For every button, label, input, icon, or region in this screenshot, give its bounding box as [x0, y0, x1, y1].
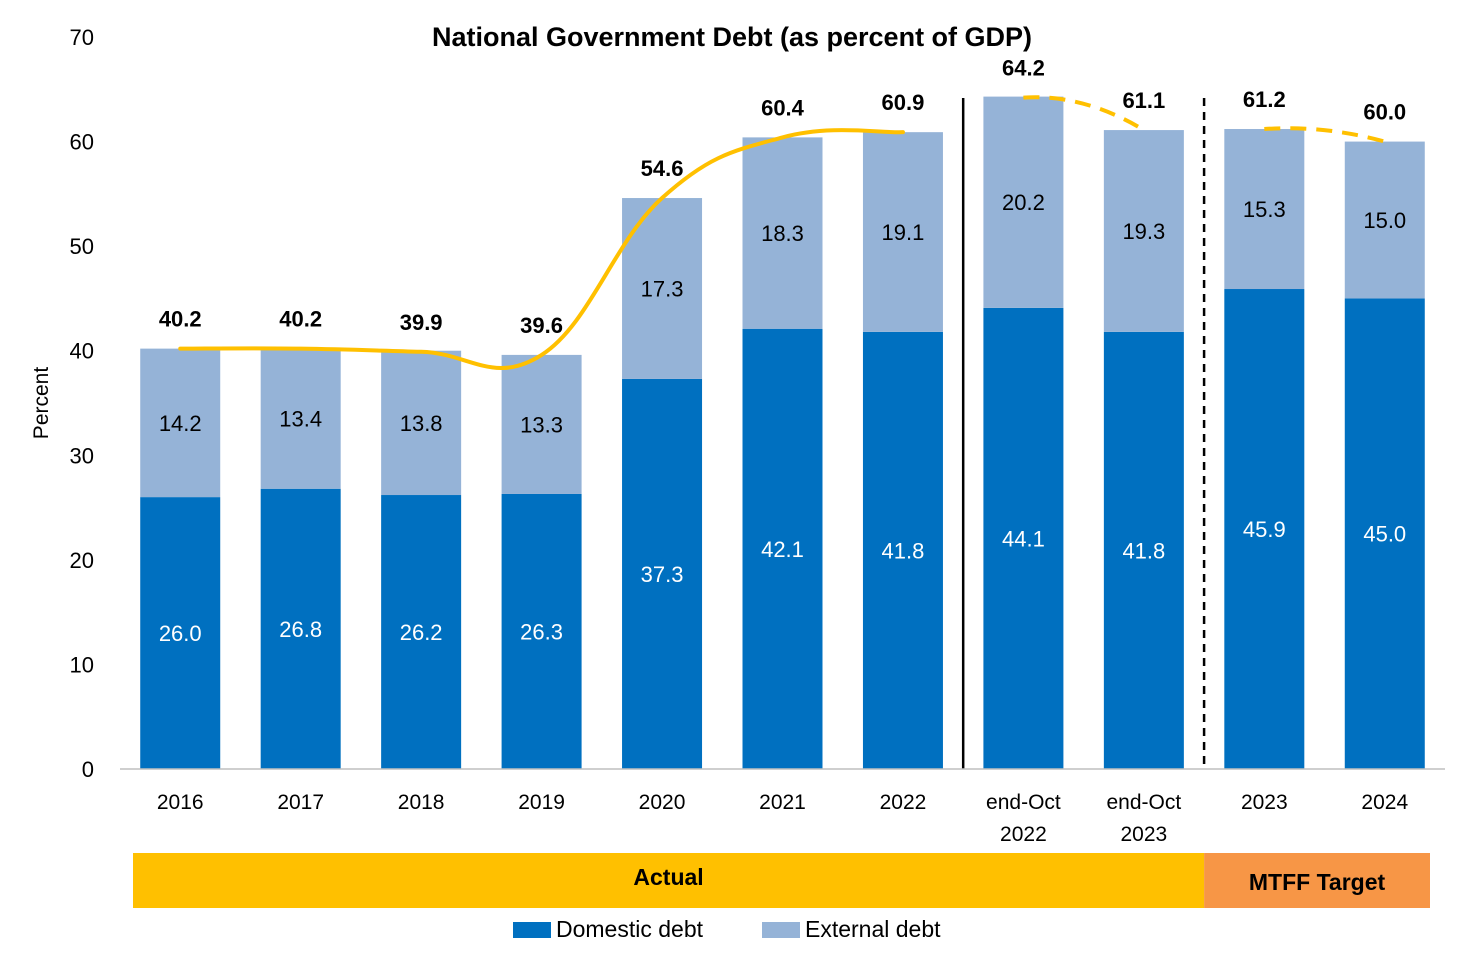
label-total: 40.2 [159, 307, 202, 332]
y-tick-label: 50 [70, 234, 94, 259]
label-domestic: 26.2 [400, 620, 443, 645]
x-tick-label: 2020 [639, 791, 686, 814]
label-domestic: 41.8 [882, 538, 925, 563]
y-tick-label: 40 [70, 339, 94, 364]
trend-line-actual [178, 128, 905, 371]
bar-domestic [983, 307, 1064, 769]
y-tick-label: 30 [70, 443, 94, 468]
y-tick-label: 60 [70, 130, 94, 155]
legend-swatch [762, 922, 800, 938]
period-bands: Actual MTFF Target [133, 853, 1430, 908]
y-axis-label: Percent [30, 367, 53, 440]
legend-swatch [513, 922, 551, 938]
bar-domestic [260, 488, 341, 769]
bar-external [140, 348, 221, 498]
x-tick-label: 2017 [277, 791, 324, 814]
bars [140, 96, 1425, 769]
label-external: 15.0 [1363, 208, 1406, 233]
x-axis: 2016 2017 2018 2019 2020 2021 2022 end-Oct 2022 e… [120, 768, 1445, 846]
y-tick-label: 0 [82, 757, 94, 782]
bar-external [1224, 129, 1305, 290]
x-tick-label: 2019 [518, 791, 565, 814]
bar-domestic [1344, 298, 1425, 769]
x-tick-label: 2018 [398, 791, 445, 814]
trend-line-dashed [1264, 126, 1386, 144]
x-tick-label: 2022 [880, 791, 927, 814]
bar-domestic [501, 493, 582, 769]
legend-label: External debt [805, 916, 941, 942]
y-axis: 0 10 20 30 40 50 60 70 [70, 25, 94, 782]
label-external: 19.1 [882, 220, 925, 245]
label-total: 61.2 [1243, 87, 1286, 112]
band-actual [133, 853, 1205, 908]
label-domestic: 26.8 [279, 617, 322, 642]
y-tick-label: 70 [70, 25, 94, 50]
x-tick-label: 2023 [1121, 823, 1168, 846]
x-tick-label: 2022 [1000, 823, 1047, 846]
bar-external [1103, 130, 1184, 332]
bar-domestic [381, 495, 462, 769]
label-domestic: 42.1 [761, 537, 804, 562]
bar-domestic [742, 328, 823, 769]
label-total: 39.9 [400, 310, 443, 335]
label-total: 54.6 [641, 156, 684, 181]
label-external: 14.2 [159, 411, 202, 436]
label-domestic: 45.0 [1363, 522, 1406, 547]
y-tick-label: 10 [70, 652, 94, 677]
data-labels: 26.0 14.2 40.2 26.8 13.4 40.2 26.2 13.8 39.9 26.3… [159, 56, 1406, 646]
label-external: 15.3 [1243, 197, 1286, 222]
x-tick-label: 2024 [1361, 791, 1408, 814]
label-domestic: 26.3 [520, 619, 563, 644]
band-label: Actual [633, 864, 703, 890]
separators [961, 98, 1206, 769]
label-total: 60.4 [761, 95, 805, 120]
bar-external [501, 354, 582, 494]
bar-domestic [1103, 331, 1184, 769]
label-total: 60.0 [1363, 100, 1406, 125]
chart-title: National Government Debt (as percent of … [432, 22, 1032, 52]
label-external: 20.2 [1002, 190, 1045, 215]
y-tick-label: 20 [70, 548, 94, 573]
label-domestic: 26.0 [159, 621, 202, 646]
band-label: MTFF Target [1249, 869, 1386, 895]
trend-line-dashed [1023, 95, 1145, 132]
bar-domestic [862, 331, 943, 769]
bar-external [862, 132, 943, 332]
label-total: 61.1 [1122, 88, 1165, 113]
label-total: 39.6 [520, 313, 563, 338]
label-domestic: 44.1 [1002, 526, 1045, 551]
label-external: 13.3 [520, 412, 563, 437]
label-domestic: 41.8 [1122, 538, 1165, 563]
x-tick-label: end-Oct [986, 791, 1061, 814]
bar-external [1344, 141, 1425, 299]
x-tick-label: 2023 [1241, 791, 1288, 814]
band-target [1204, 853, 1430, 908]
label-external: 19.3 [1122, 219, 1165, 244]
bar-external [260, 348, 341, 489]
x-tick-label: end-Oct [1107, 791, 1182, 814]
legend-label: Domestic debt [556, 916, 704, 942]
label-external: 13.4 [279, 407, 322, 432]
label-external: 13.8 [400, 411, 443, 436]
bar-external [742, 137, 823, 329]
label-total: 40.2 [279, 307, 322, 332]
x-tick-label: 2016 [157, 791, 204, 814]
label-external: 17.3 [641, 276, 684, 301]
bar-external [381, 350, 462, 496]
legend: Domestic debt External debt [513, 916, 941, 942]
bar-external [983, 96, 1064, 308]
label-total: 60.9 [882, 90, 925, 115]
x-tick-label: 2021 [759, 791, 806, 814]
label-domestic: 45.9 [1243, 517, 1286, 542]
label-total: 64.2 [1002, 56, 1045, 81]
bar-domestic [622, 378, 703, 769]
label-external: 18.3 [761, 221, 804, 246]
trend-line [178, 95, 1386, 371]
bar-domestic [140, 497, 221, 769]
label-domestic: 37.3 [641, 562, 684, 587]
bar-domestic [1224, 289, 1305, 769]
